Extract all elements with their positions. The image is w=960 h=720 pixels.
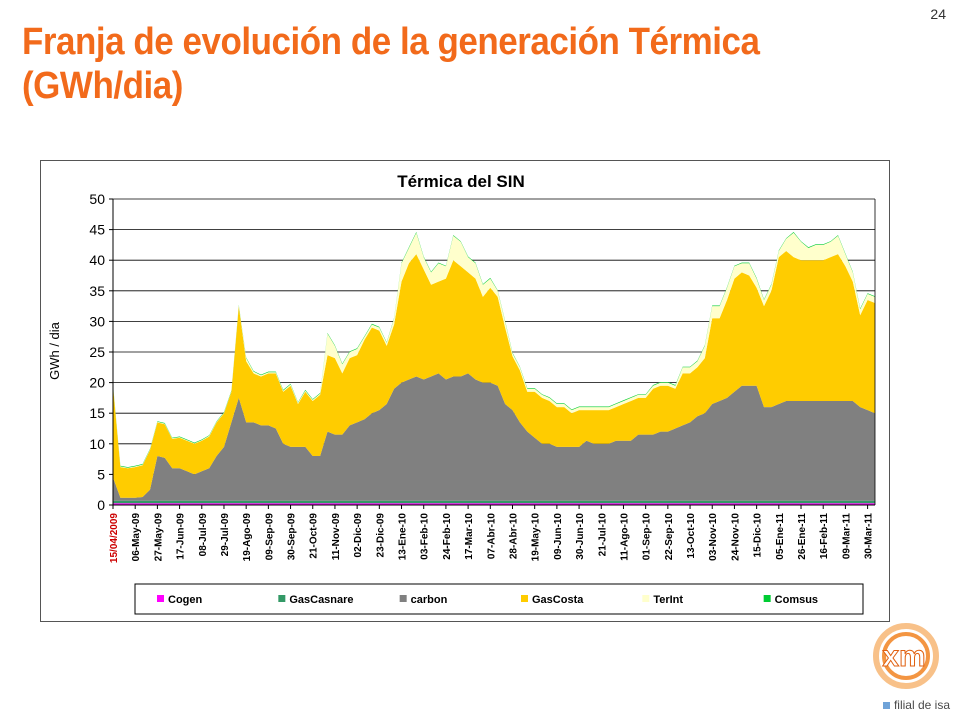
slide-title-line-2: (GWh/dia) [22,65,183,107]
logo-ring-icon [873,623,939,689]
y-tick-label-3: 15 [89,405,105,421]
legend-swatch-gascasnare [278,595,286,602]
x-tick-label-18: 28-Abr-10 [509,513,520,560]
x-tick-label-3: 17-Jun-09 [176,513,187,560]
x-tick-label-4: 08-Jul-09 [198,513,209,557]
legend-swatch-cogen [157,595,164,602]
y-tick-label-10: 50 [89,191,105,207]
chart-frame: Térmica del SIN GWh / dia 0 5 10 15 20 25 30 35… [40,160,890,622]
y-tick-label-0: 0 [97,497,105,513]
legend-label-gascosta: GasCosta [532,594,584,606]
x-tick-labels: 15/04/2009 06-May-09 27-May-09 17-Jun-09 08-… [109,505,875,563]
x-tick-label-21: 30-Jun-10 [575,513,586,560]
x-tick-label-15: 24-Feb-10 [442,513,453,560]
logo-tagline-text: filial de isa [893,698,950,712]
x-tick-label-12: 23-Dic-09 [375,513,386,558]
slide-title: Franja de evolución de la generación Tér… [22,20,832,108]
x-tick-label-25: 22-Sep-10 [664,513,675,561]
x-tick-label-9: 21-Oct-09 [309,513,320,559]
area-series-gascosta [113,251,875,498]
xm-logo: xm [873,623,939,689]
legend-swatch-gascosta [521,595,528,602]
area-series-group [113,232,875,505]
x-tick-label-23: 11-Ago-10 [620,513,631,561]
x-tick-label-27: 03-Nov-10 [708,513,719,561]
x-tick-label-2: 27-May-09 [153,513,164,562]
legend-swatch-carbon [399,595,407,602]
x-tick-label-6: 19-Ago-09 [242,513,253,562]
legend-label-cogen: Cogen [168,594,203,606]
y-axis-label: GWh / dia [47,321,62,380]
y-tick-label-1: 5 [97,466,105,482]
y-tick-label-5: 25 [89,344,105,360]
legend-label-terint: TerInt [653,594,683,606]
x-tick-label-11: 02-Dic-09 [353,513,364,558]
x-tick-label-7: 09-Sep-09 [264,513,275,561]
y-tick-label-4: 20 [89,375,105,391]
legend-swatch-terint [642,595,650,602]
x-tick-label-28: 24-Nov-10 [730,513,741,561]
x-tick-label-14: 03-Feb-10 [420,513,431,560]
x-tick-label-16: 17-Mar-10 [464,513,475,560]
area-series-terint [113,232,875,469]
chart-title: Térmica del SIN [397,172,525,191]
x-tick-label-19: 19-May-10 [531,513,542,562]
x-tick-label-8: 30-Sep-09 [287,513,298,561]
logo-ring-inner-icon [882,632,930,680]
x-tick-label-32: 16-Feb-11 [819,513,830,560]
x-tick-label-24: 01-Sep-10 [642,513,653,561]
x-tick-label-13: 13-Ene-10 [398,513,409,561]
area-series-carbon [113,373,875,501]
x-tick-label-33: 09-Mar-11 [841,513,852,560]
x-tick-label-0: 15/04/2009 [109,513,120,563]
x-tick-label-1: 06-May-09 [131,513,142,562]
slide-title-line-1: Franja de evolución de la generación Tér… [22,21,760,63]
legend-label-comsus: Comsus [775,594,818,606]
x-tick-label-29: 15-Dic-10 [753,513,764,558]
x-tick-label-5: 29-Jul-09 [220,513,231,557]
stacked-area-chart: Térmica del SIN GWh / dia 0 5 10 15 20 25 30 35… [47,172,876,615]
x-tick-label-26: 13-Oct-10 [686,513,697,559]
x-tick-label-30: 05-Ene-11 [775,513,786,560]
y-tick-labels: 0 5 10 15 20 25 30 35 40 45 50 [89,191,113,513]
tagline-square-icon [882,702,890,709]
x-tick-label-31: 26-Ene-11 [797,513,808,560]
x-tick-label-10: 11-Nov-09 [331,513,342,561]
y-tick-label-9: 45 [89,222,105,238]
y-tick-label-2: 10 [89,436,105,452]
y-tick-label-7: 35 [89,283,105,299]
legend-label-gascasnare: GasCasnare [289,594,353,606]
x-tick-label-34: 30-Mar-11 [864,513,875,560]
y-tick-label-6: 30 [89,313,105,329]
y-tick-label-8: 40 [89,252,105,268]
legend-swatch-comsus [763,595,771,602]
legend-label-carbon: carbon [411,594,448,606]
logo-text: xm [882,640,925,673]
legend-box [134,583,864,615]
x-tick-label-22: 21-Jul-10 [597,513,608,557]
logo-tagline: filial de isa [882,698,950,712]
x-tick-label-17: 07-Abr-10 [486,513,497,560]
legend: Cogen GasCasnare carbon GasCosta TerInt Comsu… [134,583,864,615]
page-number: 24 [930,6,946,22]
x-tick-label-20: 09-Jun-10 [553,513,564,560]
area-series-gascasnare [113,500,875,504]
